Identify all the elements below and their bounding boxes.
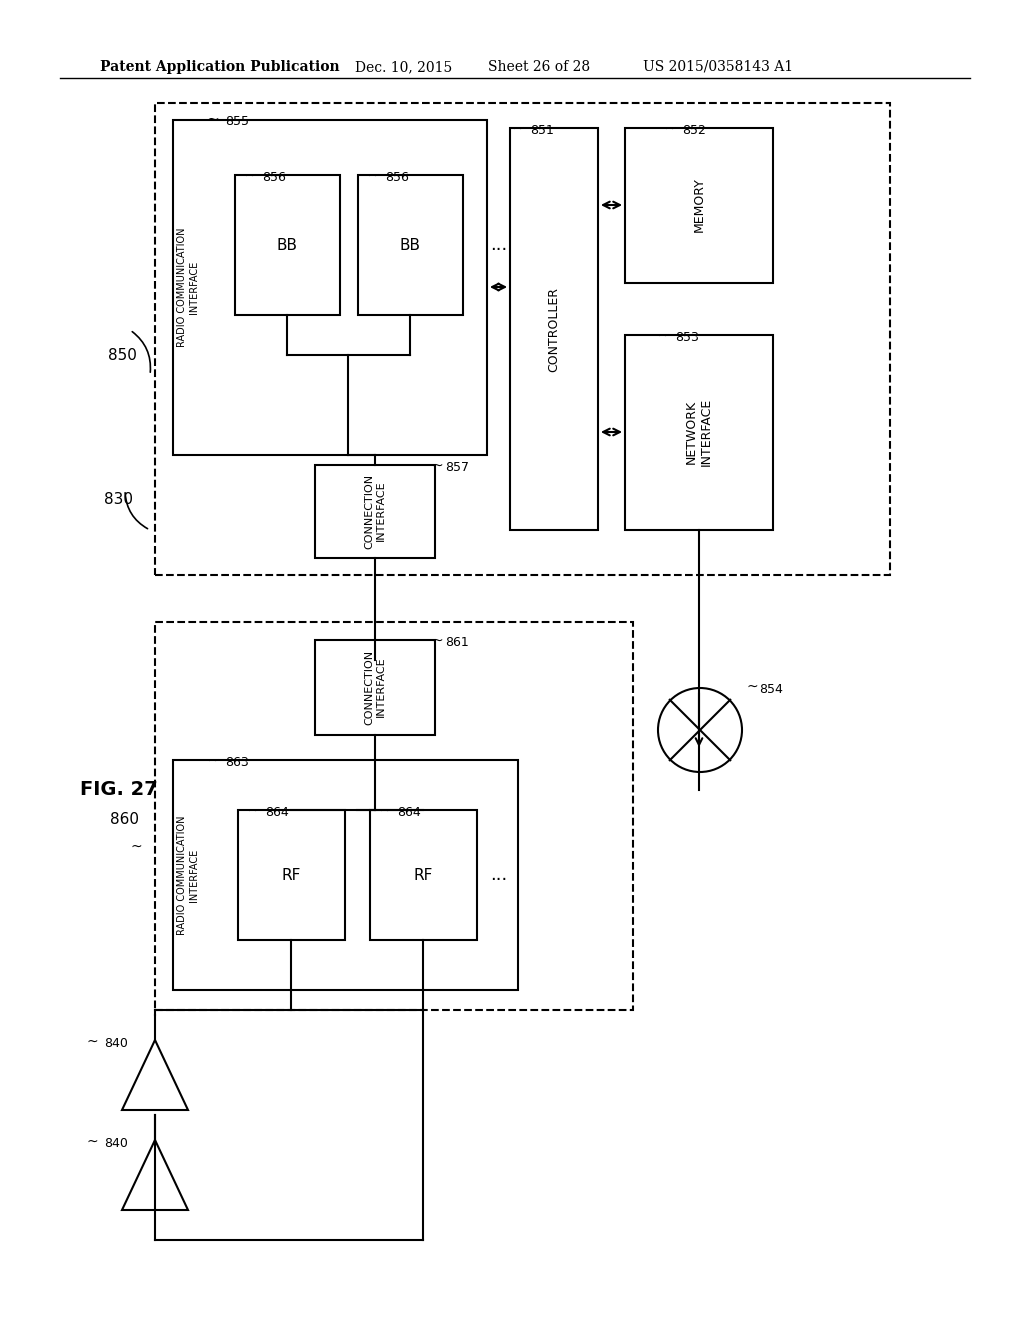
Text: 863: 863 [225, 756, 249, 770]
Bar [315, 465, 435, 558]
Text: ~: ~ [86, 1135, 98, 1148]
Bar [625, 128, 773, 282]
Text: RF: RF [414, 867, 433, 883]
Text: 851: 851 [530, 124, 554, 137]
Text: NETWORK
INTERFACE: NETWORK INTERFACE [685, 397, 713, 466]
Text: ~: ~ [665, 121, 676, 136]
Text: CONTROLLER: CONTROLLER [548, 286, 560, 371]
Text: ~: ~ [431, 634, 442, 648]
Text: 860: 860 [110, 813, 139, 828]
Text: Patent Application Publication: Patent Application Publication [100, 59, 340, 74]
Bar [234, 176, 340, 315]
Text: ~: ~ [244, 169, 256, 183]
Text: RADIO COMMUNICATION
INTERFACE: RADIO COMMUNICATION INTERFACE [177, 816, 199, 935]
Text: 840: 840 [104, 1038, 128, 1049]
Text: RADIO COMMUNICATION
INTERFACE: RADIO COMMUNICATION INTERFACE [177, 227, 199, 347]
Text: 840: 840 [104, 1137, 128, 1150]
Bar [510, 128, 598, 531]
Text: 830: 830 [104, 492, 133, 507]
Text: 852: 852 [682, 124, 706, 137]
Text: Dec. 10, 2015: Dec. 10, 2015 [355, 59, 453, 74]
Text: 854: 854 [759, 682, 783, 696]
Bar [155, 622, 633, 1010]
Text: 853: 853 [675, 331, 698, 345]
Text: FIG. 27: FIG. 27 [80, 780, 158, 799]
Text: 856: 856 [262, 172, 286, 183]
Text: 857: 857 [445, 461, 469, 474]
Text: ~: ~ [512, 121, 524, 136]
Text: US 2015/0358143 A1: US 2015/0358143 A1 [643, 59, 794, 74]
Text: 861: 861 [445, 636, 469, 649]
Text: Sheet 26 of 28: Sheet 26 of 28 [488, 59, 590, 74]
Text: ...: ... [490, 236, 507, 253]
Text: ~: ~ [657, 329, 669, 343]
Bar [358, 176, 463, 315]
Text: ~: ~ [368, 169, 379, 183]
Bar [315, 640, 435, 735]
Text: ~: ~ [207, 112, 219, 127]
Text: ~: ~ [247, 804, 259, 818]
Bar [238, 810, 345, 940]
Text: BB: BB [276, 238, 298, 252]
Text: CONNECTION
INTERFACE: CONNECTION INTERFACE [365, 474, 386, 549]
Text: ~: ~ [746, 680, 759, 694]
Text: CONNECTION
INTERFACE: CONNECTION INTERFACE [365, 649, 386, 725]
Text: MEMORY: MEMORY [692, 178, 706, 232]
Text: ...: ... [490, 866, 507, 884]
Text: RF: RF [282, 867, 301, 883]
Text: ~: ~ [86, 1035, 98, 1049]
Bar [155, 103, 890, 576]
Text: 864: 864 [265, 807, 289, 818]
Text: 864: 864 [397, 807, 421, 818]
Text: 855: 855 [225, 115, 249, 128]
Text: 856: 856 [385, 172, 409, 183]
Bar [625, 335, 773, 531]
Bar [370, 810, 477, 940]
Text: 850: 850 [108, 347, 137, 363]
Text: ~: ~ [379, 804, 391, 818]
Text: BB: BB [399, 238, 421, 252]
Text: ~: ~ [431, 459, 442, 473]
Text: ~: ~ [130, 840, 141, 854]
Bar [173, 760, 518, 990]
Bar [173, 120, 487, 455]
Text: ~: ~ [207, 754, 219, 768]
